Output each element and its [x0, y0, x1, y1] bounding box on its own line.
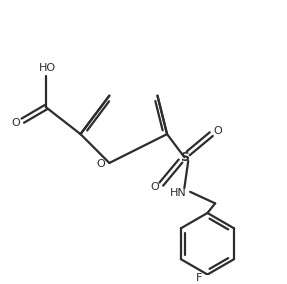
Text: O: O [150, 182, 159, 192]
Text: HO: HO [39, 63, 56, 73]
Text: HN: HN [170, 188, 187, 198]
Text: O: O [96, 159, 105, 169]
Text: F: F [196, 273, 202, 283]
Text: O: O [214, 126, 222, 136]
Text: S: S [180, 151, 189, 164]
Text: O: O [12, 118, 20, 128]
